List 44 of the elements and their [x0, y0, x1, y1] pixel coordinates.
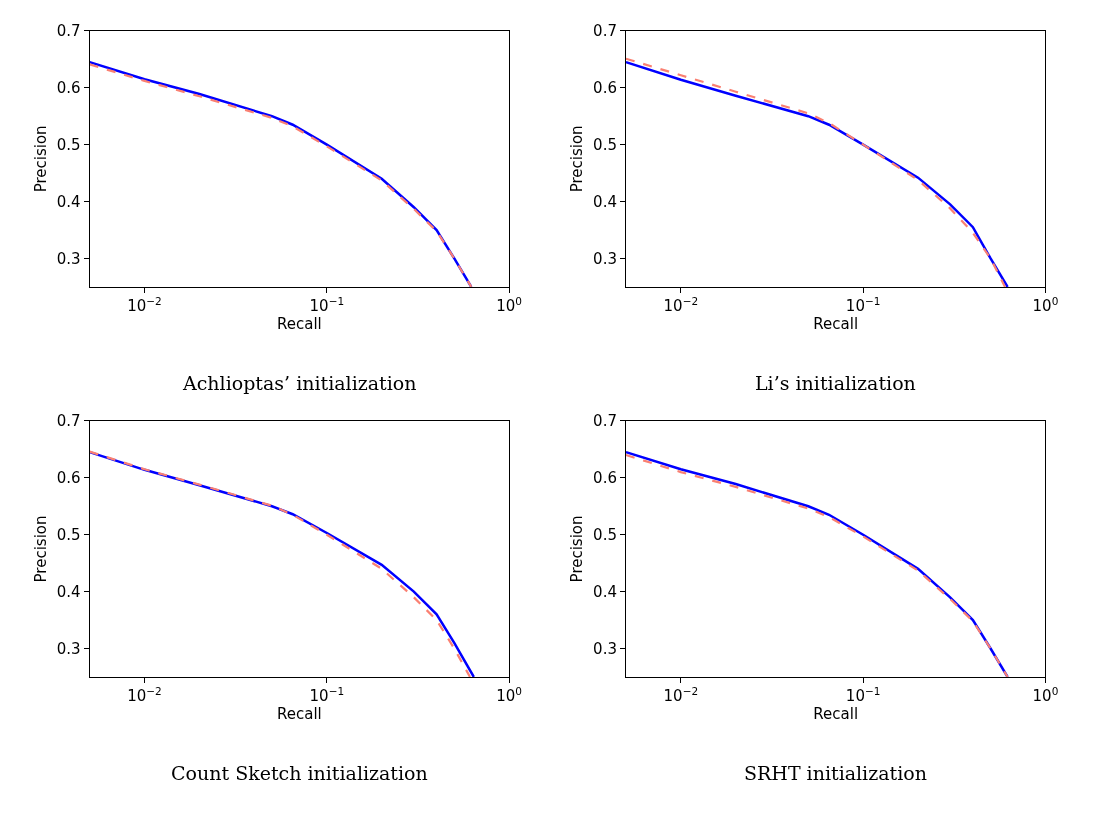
- y-axis-title: Precision: [568, 515, 587, 583]
- y-tick-label: 0.6: [56, 78, 81, 97]
- y-tick-label: 0.6: [56, 469, 81, 488]
- y-tick-label: 0.4: [593, 582, 617, 601]
- y-tick-label: 0.7: [593, 22, 617, 41]
- x-tick-label: 10$^{−2}$: [663, 294, 699, 315]
- y-tick-label: 0.3: [56, 639, 81, 658]
- y-axis-title: Precision: [568, 125, 587, 193]
- x-tick-label: 10$^{0}$: [496, 684, 523, 705]
- x-axis-title: Recall: [813, 314, 859, 333]
- x-tick-label: 10$^{−1}$: [845, 684, 881, 705]
- text: SRHT initialization: [744, 762, 927, 784]
- x-tick-label: 10$^{−1}$: [309, 684, 345, 705]
- x-tick-label: 10$^{0}$: [496, 294, 523, 315]
- x-tick-label: 10$^{−1}$: [309, 294, 345, 315]
- y-tick-label: 0.5: [593, 525, 617, 544]
- y-tick-label: 0.3: [593, 639, 617, 658]
- y-tick-label: 0.4: [593, 192, 617, 211]
- x-tick-label: 10$^{−2}$: [127, 294, 162, 315]
- x-tick-label: 10$^{−1}$: [845, 294, 881, 315]
- y-tick-label: 0.3: [593, 249, 617, 268]
- x-tick-label: 10$^{−2}$: [127, 684, 162, 705]
- y-tick-label: 0.4: [56, 192, 81, 211]
- text: Count Sketch initialization: [171, 762, 428, 784]
- y-axis-title: Precision: [32, 125, 51, 193]
- y-tick-label: 0.5: [56, 525, 81, 544]
- x-tick-label: 10$^{0}$: [1032, 684, 1059, 705]
- x-tick-label: 10$^{0}$: [1032, 294, 1059, 315]
- y-tick-label: 0.7: [593, 412, 617, 431]
- y-axis-title: Precision: [32, 515, 51, 583]
- y-tick-label: 0.3: [56, 249, 81, 268]
- y-tick-label: 0.7: [56, 412, 81, 431]
- y-tick-label: 0.6: [593, 78, 617, 97]
- x-tick-label: 10$^{−2}$: [663, 684, 699, 705]
- y-tick-label: 0.5: [56, 135, 81, 154]
- y-tick-label: 0.6: [593, 469, 617, 488]
- text: Achlioptas’ initialization: [182, 372, 417, 394]
- x-axis-title: Recall: [277, 314, 322, 333]
- y-tick-label: 0.7: [56, 22, 81, 41]
- y-tick-label: 0.5: [593, 135, 617, 154]
- x-axis-title: Recall: [277, 704, 322, 723]
- x-axis-title: Recall: [813, 704, 859, 723]
- y-tick-label: 0.4: [56, 582, 81, 601]
- text: Li’s initialization: [755, 372, 916, 394]
